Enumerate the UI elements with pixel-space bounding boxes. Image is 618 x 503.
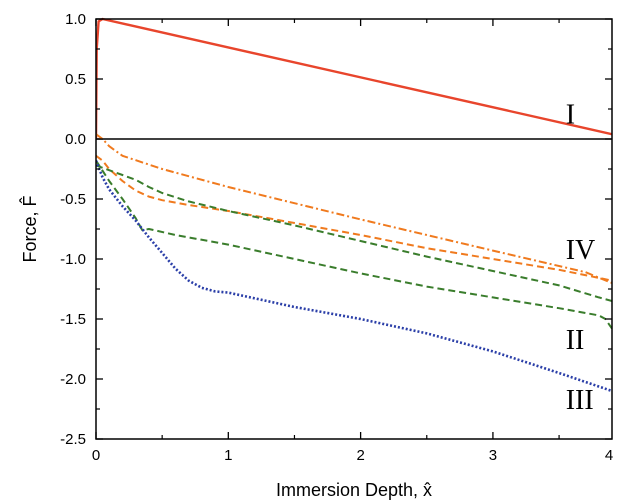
- y-axis-title: Force, F̂: [19, 195, 40, 262]
- x-tick-label: 0: [92, 447, 100, 464]
- y-tick-label: -0.5: [60, 191, 86, 208]
- series-label-i: I: [566, 99, 575, 130]
- series-label-iii: III: [566, 385, 594, 416]
- y-tick-label: -1.0: [60, 251, 86, 268]
- series-line-2: [96, 133, 612, 284]
- x-axis-title: Immersion Depth, x̂: [276, 480, 432, 500]
- x-tick-label: 1: [224, 447, 232, 464]
- x-tick-label: 4: [605, 447, 613, 464]
- series-label-ii: II: [566, 325, 585, 356]
- y-tick-label: 0.5: [65, 71, 86, 88]
- series-line-1: [96, 17, 612, 140]
- x-tick-label: 2: [356, 447, 364, 464]
- axes: 0 1 2 3 41.00.50.0-0.5-1.0-1.5-2.0-2.5IIVIII…: [60, 11, 613, 464]
- x-tick-label: 3: [489, 447, 497, 464]
- series-line-6: [96, 160, 612, 393]
- plot-area: [96, 17, 612, 393]
- series-label-iv: IV: [566, 235, 596, 266]
- y-tick-label: -2.5: [60, 431, 86, 448]
- series-line-4: [96, 164, 612, 302]
- y-tick-label: -2.0: [60, 371, 86, 388]
- series-line-5: [96, 160, 612, 330]
- y-tick-label: 0.0: [65, 131, 86, 148]
- y-tick-label: -1.5: [60, 311, 86, 328]
- plot-frame: [95, 18, 613, 440]
- y-tick-label: 1.0: [65, 11, 86, 28]
- series-line-3: [96, 154, 612, 282]
